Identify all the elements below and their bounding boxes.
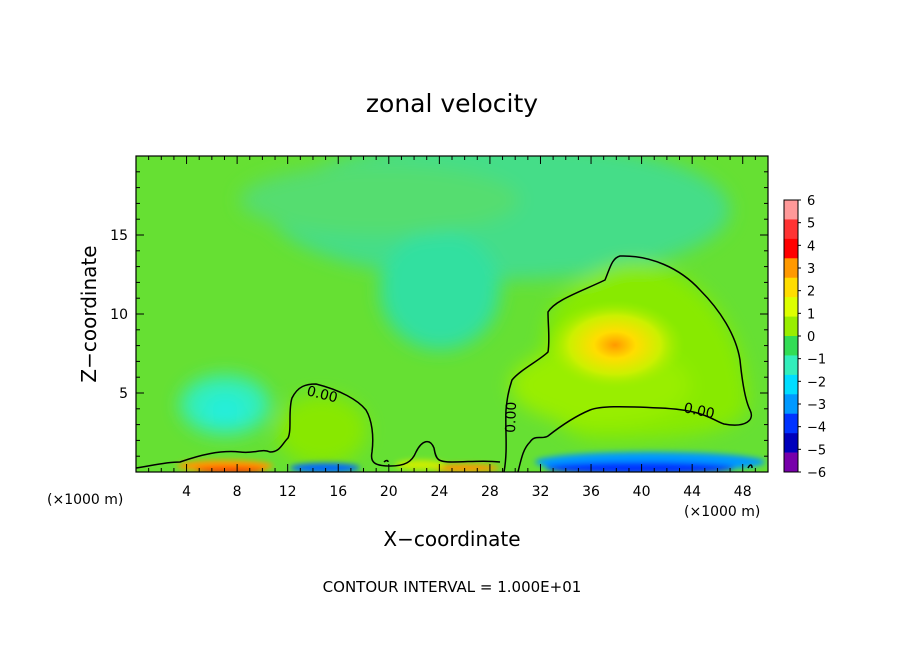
contour-labels: 0.00 0.00 0.00 xyxy=(305,383,716,433)
x-tick-label: 32 xyxy=(532,484,550,500)
x-tick-label: 40 xyxy=(633,484,651,500)
y-tick-label: 15 xyxy=(110,228,128,244)
colorbar-label: 4 xyxy=(807,239,815,254)
colorbar-label: 5 xyxy=(807,217,815,232)
colorbar-label: −4 xyxy=(807,421,826,436)
y-tick-label: 10 xyxy=(110,307,128,323)
x-tick-label: 4 xyxy=(182,484,191,500)
colorbar-swatch xyxy=(784,297,798,317)
chart-title: zonal velocity xyxy=(366,89,538,118)
contour-interval-note: CONTOUR INTERVAL = 1.000E+01 xyxy=(323,578,582,596)
colorbar-swatch xyxy=(784,258,798,279)
x-axis: 4 8 12 16 20 24 28 32 36 40 44 48 xyxy=(148,156,756,500)
colorbar-swatch xyxy=(784,219,798,240)
colorbar-swatch xyxy=(784,374,798,395)
colorbar-swatch xyxy=(784,200,798,220)
y-tick-label: 5 xyxy=(119,386,128,402)
heatmap-field xyxy=(136,156,768,472)
colorbar-swatch xyxy=(784,336,798,356)
y-axis: 5 10 15 xyxy=(110,171,768,457)
x-unit-right: (×1000 m) xyxy=(684,504,760,520)
x-tick-label: 24 xyxy=(430,484,448,500)
x-tick-label: 48 xyxy=(734,484,752,500)
x-tick-label: 36 xyxy=(582,484,600,500)
colorbar-label: −6 xyxy=(807,466,826,481)
x-tick-label: 44 xyxy=(683,484,701,500)
x-unit-left: (×1000 m) xyxy=(47,492,123,508)
colorbar-label: 2 xyxy=(807,285,815,300)
contour-label: 0.00 xyxy=(682,400,716,422)
x-tick-label: 12 xyxy=(279,484,297,500)
colorbar-label: −5 xyxy=(807,443,826,458)
colorbar-label: −2 xyxy=(807,375,826,390)
zero-contours xyxy=(136,255,753,472)
colorbar-label: 0 xyxy=(807,330,815,345)
colorbar: 6 5 4 3 2 1 0 −1 −2 −3 −4 −5 −6 xyxy=(783,194,826,481)
colorbar-swatch xyxy=(784,413,798,434)
y-axis-label: Z−coordinate xyxy=(77,245,101,382)
colorbar-label: 6 xyxy=(807,194,815,209)
x-tick-label: 28 xyxy=(481,484,499,500)
colorbar-swatch xyxy=(784,316,798,337)
colorbar-swatch xyxy=(784,277,798,298)
x-axis-label: X−coordinate xyxy=(383,527,520,551)
colorbar-swatch xyxy=(784,355,798,376)
colorbar-label: 1 xyxy=(807,307,815,322)
colorbar-swatch xyxy=(784,452,798,473)
contour-label: 0.00 xyxy=(305,383,339,406)
colorbar-label: 3 xyxy=(807,262,815,277)
colorbar-swatch xyxy=(784,238,798,259)
x-tick-label: 16 xyxy=(329,484,347,500)
colorbar-label: −3 xyxy=(807,398,826,413)
colorbar-swatch xyxy=(784,394,798,415)
colorbar-label: −1 xyxy=(807,353,826,368)
x-tick-label: 8 xyxy=(233,484,242,500)
x-tick-label: 20 xyxy=(380,484,398,500)
contour-label: 0.00 xyxy=(503,401,520,433)
colorbar-swatch xyxy=(784,433,798,453)
